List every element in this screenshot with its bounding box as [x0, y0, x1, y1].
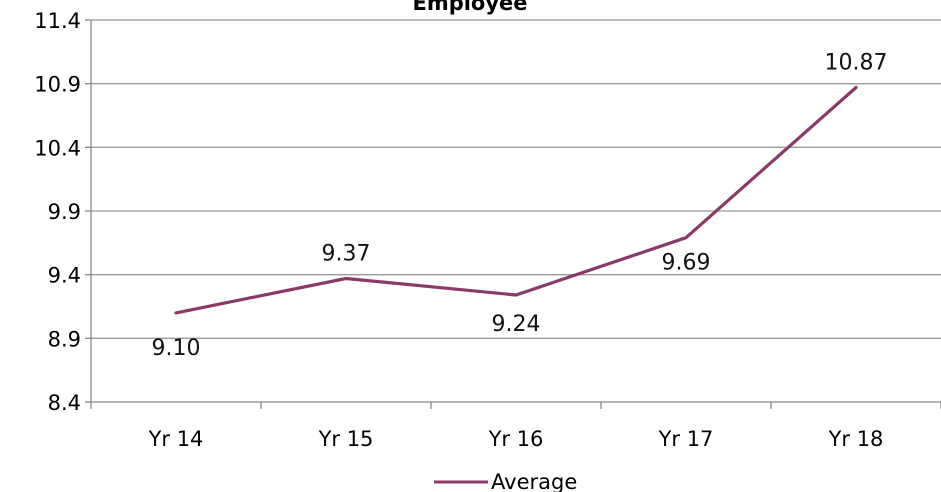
- x-tick-label: Yr 17: [658, 427, 714, 451]
- y-tick-label: 10.9: [34, 73, 81, 97]
- y-tick-label: 9.4: [48, 264, 81, 288]
- chart-title: Employee: [412, 0, 527, 15]
- y-axis-ticks: 8.4 8.9 9.4 9.9 10.4 10.9 11.4: [34, 9, 91, 415]
- x-tick-label: Yr 16: [488, 427, 544, 451]
- data-label: 9.24: [492, 312, 541, 337]
- x-tick-label: Yr 15: [318, 427, 374, 451]
- legend: Average: [434, 470, 577, 492]
- data-label: 10.87: [825, 50, 888, 75]
- x-tick-label: Yr 14: [148, 427, 204, 451]
- x-axis-ticks: Yr 14 Yr 15 Yr 16 Yr 17 Yr 18: [90, 402, 941, 451]
- data-labels: 9.10 9.37 9.24 9.69 10.87: [152, 50, 888, 360]
- y-tick-label: 10.4: [34, 136, 81, 160]
- y-tick-label: 8.9: [48, 327, 81, 351]
- y-tick-label: 9.9: [48, 200, 81, 224]
- x-tick-label: Yr 18: [828, 427, 884, 451]
- data-label: 9.10: [152, 336, 201, 361]
- series-line-average: [174, 85, 858, 315]
- legend-label-average: Average: [491, 470, 577, 492]
- series-lines: [174, 85, 858, 315]
- y-tick-label: 11.4: [34, 9, 81, 33]
- gridlines: [91, 19, 941, 339]
- data-label: 9.69: [662, 251, 711, 276]
- y-tick-label: 8.4: [48, 391, 81, 415]
- data-label: 9.37: [322, 241, 371, 266]
